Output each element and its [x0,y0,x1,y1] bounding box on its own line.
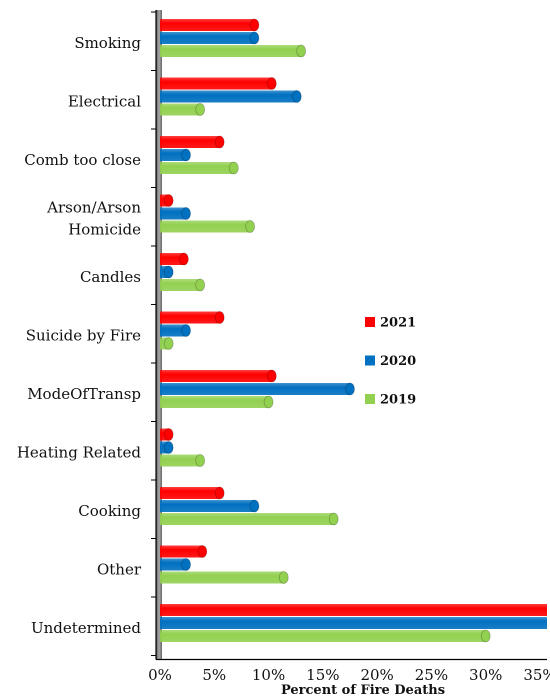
bar-2019-cooking [160,513,334,525]
bar-2019-electrical [160,103,201,116]
bar-2021-candles [160,253,184,265]
bar-cap-2021-smoking [249,18,260,32]
bar-cap-2021-cooking [214,486,225,500]
bar-cap-2021-comb-too-close [214,135,225,149]
bar-cap-2021-electrical [266,77,277,90]
bar-2020-smoking [160,32,255,44]
bar-2019-comb-too-close [160,162,234,174]
bar-2020-electrical [160,90,297,103]
bar-cap-2021-heating-related [163,428,174,441]
category-label: ModeOfTransp [27,385,141,403]
x-axis-title: Percent of Fire Deaths [281,683,445,698]
legend: 2021 2020 2019 [365,316,416,408]
category-label: Cooking [78,502,141,520]
bar-2020-suicide-by-fire [160,324,187,337]
x-tick-label: 30% [469,666,502,684]
bar-cap-2021-modeoftransp [266,369,277,383]
bar-cap-2021-suicide-by-fire [214,311,225,324]
x-tick-label: 20% [360,666,393,684]
bar-cap-2019-comb-too-close [228,161,239,175]
legend-swatch-2021 [365,317,375,327]
bar-cap-2020-modeoftransp [345,382,355,396]
category-label: Smoking [74,34,141,52]
bar-cap-2020-smoking [249,31,260,45]
bar-cap-2019-candles [195,278,206,292]
bar-cap-2020-other [181,558,191,571]
bar-2019-candles [160,279,201,291]
bar-cap-2019-undetermined [480,629,491,643]
bar-cap-2020-candles [163,265,174,279]
x-tick-label: 0% [148,666,172,684]
bar-2021-suicide-by-fire [160,311,220,324]
bar-cap-2019-smoking [296,44,307,58]
bar-2021-comb-too-close [160,136,220,148]
x-tick-label: 5% [202,666,226,684]
bar-cap-2020-suicide-by-fire [181,324,191,337]
category-label: Homicide [68,221,141,239]
bar-cap-2020-electrical [291,90,302,103]
legend-swatch-2019 [365,394,375,404]
axis-wall [151,10,547,661]
bar-cap-2019-cooking [328,512,339,526]
bar-2019-other [160,571,284,584]
bar-cap-2020-cooking [249,499,260,513]
bar-2020-other [160,558,187,571]
bar-2021-electrical [160,77,272,90]
bar-2020-cooking [160,500,255,512]
bar-2019-modeoftransp [160,396,269,408]
category-label: Comb too close [24,151,141,169]
category-label: Candles [80,268,141,286]
bar-2020-undetermined [160,617,547,629]
bar-2019-arson-arson-homicide [160,220,251,233]
category-label: Heating Related [17,444,142,462]
bar-cap-2019-modeoftransp [263,395,274,409]
x-tick-label: 35% [523,666,550,684]
bar-cap-2019-heating-related [195,454,206,467]
legend-swatch-2020 [365,355,375,366]
bar-cap-2019-electrical [195,103,206,116]
x-tick-label: 25% [415,666,448,684]
bar-2021-cooking [160,487,220,499]
bar-cap-2021-candles [178,252,189,266]
x-tick-labels: 0% 5% 10% 15% 20% 25% 30% 35% [148,666,550,684]
bar-2019-heating-related [160,454,201,467]
category-label: Arson/Arson [46,199,141,217]
bar-2020-comb-too-close [160,149,187,161]
legend-label-2019: 2019 [380,393,416,408]
legend-label-2021: 2021 [380,316,416,331]
category-label: Undetermined [31,619,141,637]
bar-cap-2019-arson-arson-homicide [245,220,256,233]
bar-2021-other [160,545,203,558]
category-labels: Smoking Electrical Comb too close Arson/Ars… [17,34,142,637]
category-label: Other [97,561,142,579]
category-label: Suicide by Fire [26,327,141,345]
bar-cap-2021-other [197,545,208,558]
legend-label-2020: 2020 [380,354,416,369]
bar-2020-modeoftransp [160,383,350,395]
x-tick-label: 15% [306,666,339,684]
x-tick-label: 10% [252,666,285,684]
bar-2019-smoking [160,45,302,57]
bar-2020-arson-arson-homicide [160,207,187,220]
bar-cap-2021-arson-arson-homicide [163,194,174,207]
bar-2021-undetermined [160,604,547,616]
bar-series-group [160,18,547,643]
bar-2019-undetermined [160,630,486,642]
bar-cap-2020-arson-arson-homicide [181,207,191,220]
category-label: Electrical [68,93,141,111]
bar-2021-modeoftransp [160,370,272,382]
axis-wall-shade [156,10,162,660]
bar-cap-2020-heating-related [163,441,174,454]
bar-cap-2020-comb-too-close [181,148,191,162]
bar-cap-2019-suicide-by-fire [163,337,174,350]
bar-2021-smoking [160,19,255,31]
bar-cap-2019-other [278,571,289,584]
